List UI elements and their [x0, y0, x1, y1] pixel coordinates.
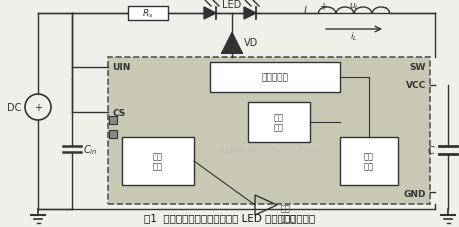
Bar	[210, 63, 340, 93]
Bar	[248, 103, 310, 142]
Bar	[122, 137, 194, 185]
Polygon shape	[204, 8, 216, 20]
Bar	[340, 137, 398, 185]
Text: +: +	[34, 103, 42, 113]
Text: DC: DC	[6, 103, 21, 113]
Text: 带隙
基准: 带隙 基准	[153, 152, 163, 171]
Text: VD: VD	[244, 38, 258, 48]
Text: 图1  芯片整体框图及外围降压式 LED 恒流驱动应用电路: 图1 芯片整体框图及外围降压式 LED 恒流驱动应用电路	[144, 212, 315, 222]
Text: SW: SW	[409, 63, 426, 72]
Text: $L$: $L$	[303, 4, 310, 16]
Bar	[108, 58, 430, 204]
Bar	[128, 7, 168, 21]
Bar	[109, 131, 117, 138]
Bar	[109, 116, 117, 124]
Polygon shape	[244, 8, 256, 20]
Text: GND: GND	[403, 190, 426, 199]
Text: 电压
比较器: 电压 比较器	[281, 203, 296, 223]
Text: 电压调节器: 电压调节器	[262, 73, 288, 82]
Text: www.elecfans.com: www.elecfans.com	[217, 146, 321, 156]
Text: -: -	[383, 2, 387, 12]
Text: VCC: VCC	[406, 81, 426, 90]
Text: UIN: UIN	[112, 63, 130, 72]
Text: +: +	[319, 2, 327, 12]
Text: 电流
控制: 电流 控制	[274, 113, 284, 132]
Polygon shape	[222, 33, 242, 53]
Text: CS: CS	[112, 108, 125, 117]
Text: $C_{in}$: $C_{in}$	[83, 143, 97, 156]
Text: $C$: $C$	[427, 144, 436, 156]
Text: $R_s$: $R_s$	[142, 8, 154, 20]
Text: $i_L$: $i_L$	[350, 31, 358, 43]
Text: LED: LED	[222, 0, 241, 10]
Text: $u_L$: $u_L$	[348, 2, 359, 12]
Text: 输出
驱动: 输出 驱动	[364, 152, 374, 171]
